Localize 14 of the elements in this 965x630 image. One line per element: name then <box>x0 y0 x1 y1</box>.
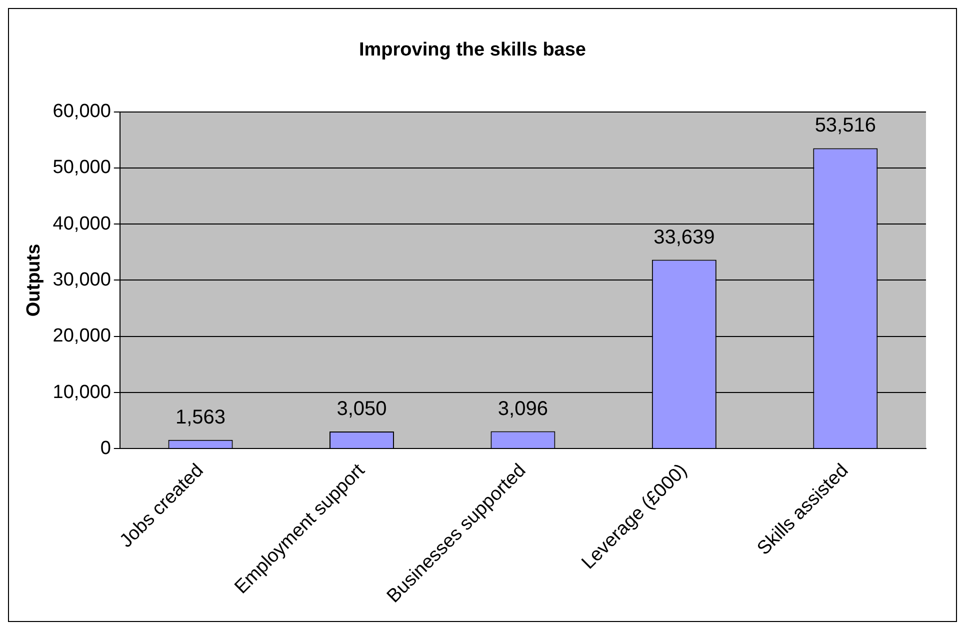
data-label: 3,096 <box>498 398 548 420</box>
y-tick-label: 10,000 <box>52 382 111 403</box>
data-label: 53,516 <box>814 114 876 137</box>
data-label: 3,050 <box>336 398 387 420</box>
y-tick-label: 20,000 <box>52 326 111 347</box>
y-tick-label: 50,000 <box>52 157 111 178</box>
y-tick-label: 60,000 <box>52 101 111 122</box>
y-axis-title: Outputs <box>24 244 45 317</box>
y-tick-label: 40,000 <box>52 213 111 234</box>
data-label: 1,563 <box>175 406 226 428</box>
chart-title: Improving the skills base <box>358 40 586 61</box>
y-tick-label: 0 <box>100 438 111 459</box>
y-tick-label: 30,000 <box>52 269 111 290</box>
data-label: 33,639 <box>654 226 715 248</box>
